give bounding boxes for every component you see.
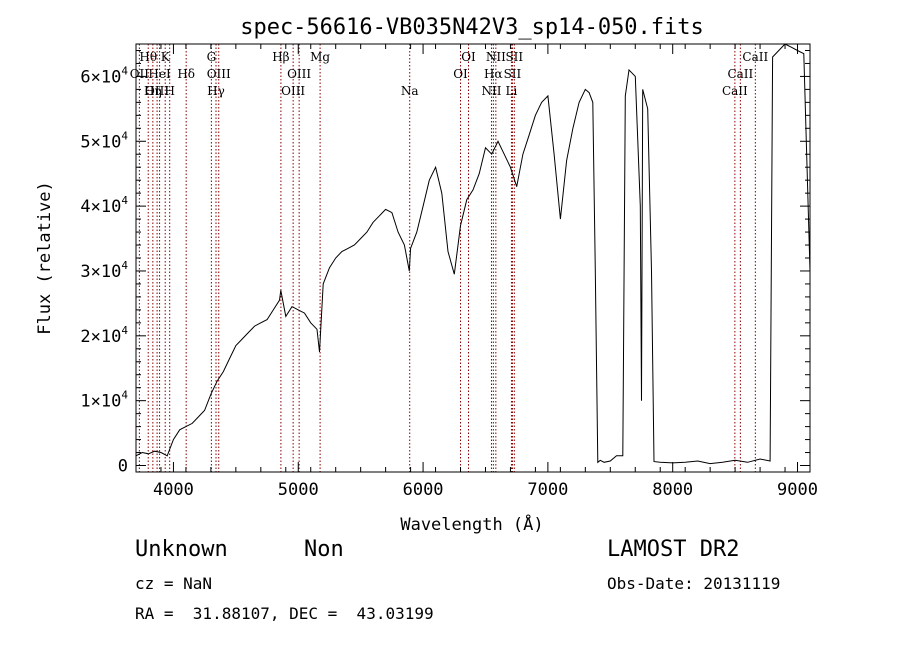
x-tick-label-1: 5000 [278, 480, 319, 500]
line-marker-label-14: Mg [310, 50, 330, 64]
line-marker-label-21: Li [506, 84, 518, 98]
coordinates: RA = 31.88107, DEC = 43.03199 [135, 604, 434, 623]
chart-title: spec-56616-VB035N42V3_sp14-050.fits [240, 15, 704, 40]
line-marker-label-0: OII [130, 67, 150, 81]
line-marker-label-2: Hη [144, 84, 162, 98]
line-marker-label-5: K [161, 50, 171, 64]
line-marker-label-20: NII [486, 50, 506, 64]
line-marker-label-11: Hβ [272, 50, 289, 64]
x-tick-label-4: 8000 [652, 480, 693, 500]
line-marker-label-19: Hα [484, 67, 503, 81]
redshift-value: cz = NaN [135, 574, 213, 593]
line-marker-label-6: H [164, 84, 174, 98]
x-tick-label-5: 9000 [777, 480, 818, 500]
line-marker-label-3: OIII [145, 84, 169, 98]
line-marker-label-13: OIII [287, 67, 311, 81]
line-marker-label-18: NII [481, 84, 501, 98]
line-marker-label-12: OIII [281, 84, 305, 98]
line-marker-label-25: CaII [727, 67, 753, 81]
object-subclass: Non [304, 537, 344, 562]
survey-name: LAMOST DR2 [607, 537, 740, 562]
spectral-line-markers [138, 44, 756, 472]
line-marker-label-7: Hδ [177, 67, 195, 81]
x-axis-label: Wavelength (Å) [400, 513, 543, 535]
y-tick-label-6: 6×104 [80, 64, 128, 87]
plot-frame [135, 43, 811, 473]
y-axis-label: Flux (relative) [35, 181, 55, 335]
line-marker-label-24: CaII [722, 84, 748, 98]
y-tick-label-4: 4×104 [80, 194, 128, 217]
line-marker-label-16: OI [453, 67, 468, 81]
spectrum-line [135, 43, 811, 465]
y-tick-label-1: 1×104 [80, 389, 128, 412]
y-axis: 0 1×104 2×104 3×104 4×104 5×104 6×104 [80, 49, 810, 477]
line-marker-label-8: G [207, 50, 217, 64]
line-marker-label-23: SII [505, 50, 523, 64]
line-marker-label-1: Hθ [139, 50, 157, 64]
x-axis: 4000 5000 6000 7000 8000 9000 [135, 44, 818, 500]
y-tick-label-5: 5×104 [80, 129, 128, 152]
line-marker-label-26: CaII [742, 50, 768, 64]
x-tick-label-2: 6000 [403, 480, 444, 500]
y-tick-label-0: 0 [118, 457, 128, 477]
line-marker-label-22: SII [504, 67, 522, 81]
observation-date: Obs-Date: 20131119 [607, 574, 781, 593]
line-marker-label-9: Hγ [207, 84, 225, 98]
x-tick-label-0: 4000 [153, 480, 194, 500]
spectral-line-labels: OIIHθHηOIIIHeIKHHδGHγOIIIHβOIIIOIIIMgNaO… [130, 50, 769, 98]
line-marker-label-15: Na [401, 84, 419, 98]
object-class: Unknown [135, 537, 228, 562]
line-marker-label-17: OI [461, 50, 476, 64]
y-tick-label-2: 2×104 [80, 324, 128, 347]
line-marker-label-10: OIII [207, 67, 231, 81]
x-tick-label-3: 7000 [527, 480, 568, 500]
y-tick-label-3: 3×104 [80, 259, 128, 282]
line-marker-label-4: HeI [148, 67, 171, 81]
